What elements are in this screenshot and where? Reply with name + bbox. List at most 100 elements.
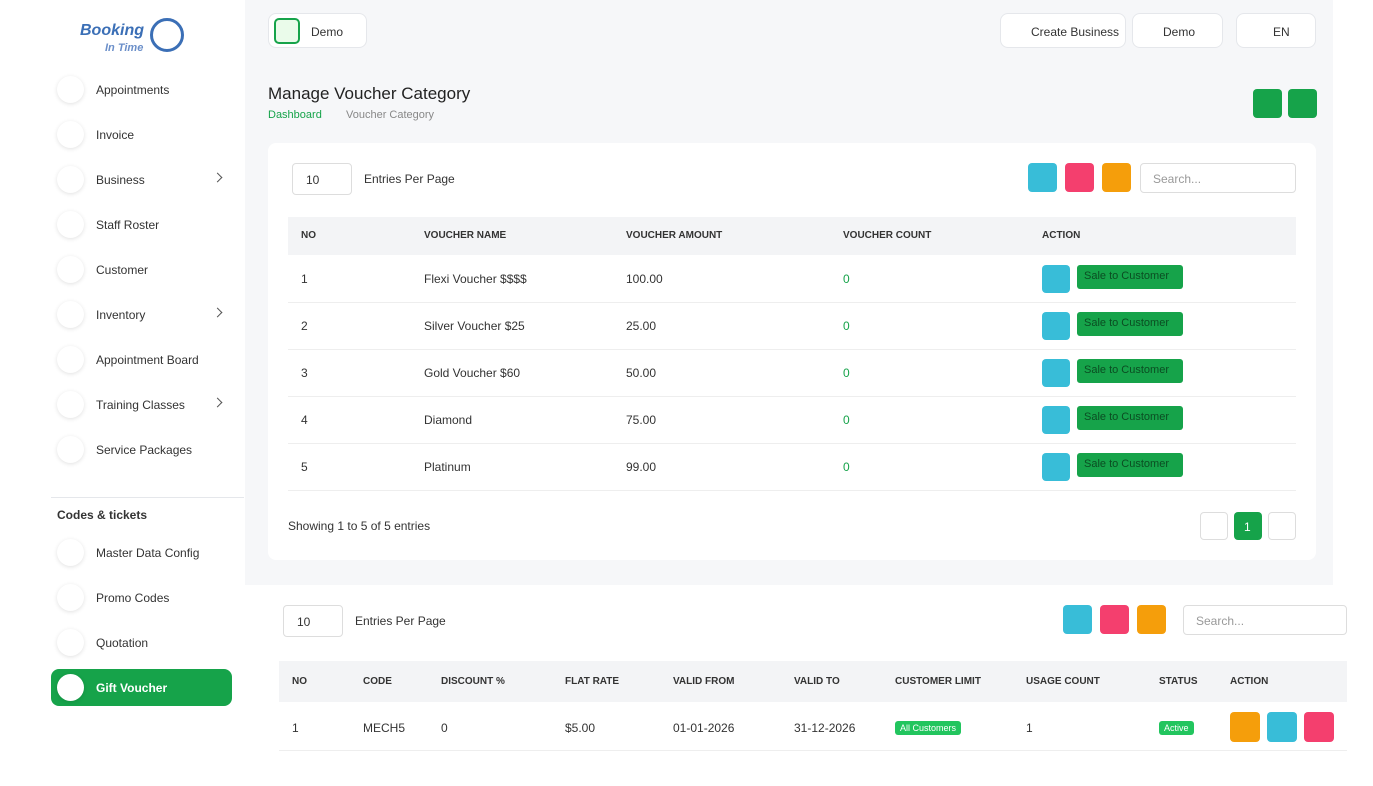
business-select-label: Demo: [311, 25, 344, 39]
page-size-select[interactable]: 10: [283, 605, 343, 637]
sidebar-icon: [57, 539, 84, 566]
download-button[interactable]: [1028, 163, 1057, 192]
table-cell: Platinum: [424, 460, 471, 474]
sidebar-item[interactable]: Appointment Board: [51, 341, 232, 378]
table-cell: 3: [301, 366, 308, 380]
page-number: 1: [1244, 520, 1251, 534]
sidebar-icon: [57, 391, 84, 418]
view-button[interactable]: [1230, 712, 1260, 742]
sidebar-icon: [57, 166, 84, 193]
table-cell: 0: [843, 319, 850, 333]
download-button[interactable]: [1063, 605, 1092, 634]
settings-button[interactable]: [1253, 89, 1282, 118]
sidebar-icon: [57, 256, 84, 283]
table-footer: Showing 1 to 5 of 5 entries: [288, 519, 431, 533]
table-cell: 0: [843, 460, 850, 474]
table-cell: 50.00: [626, 366, 657, 380]
table-cell: MECH5: [363, 721, 406, 735]
sidebar-item[interactable]: Business: [51, 161, 232, 198]
table-cell: 0: [843, 413, 850, 427]
row-divider: [288, 302, 1296, 303]
search-input[interactable]: Search...: [1183, 605, 1347, 635]
sidebar-icon: [57, 211, 84, 238]
sidebar-item[interactable]: Training Classes: [51, 386, 232, 423]
sale-button[interactable]: Sale to Customer: [1077, 453, 1183, 477]
next-page[interactable]: [1268, 512, 1296, 540]
edit-button[interactable]: [1042, 312, 1070, 340]
sidebar-item[interactable]: Inventory: [51, 296, 232, 333]
sidebar-item[interactable]: Appointments: [51, 71, 232, 108]
sidebar-item[interactable]: Customer: [51, 251, 232, 288]
table-cell: 1: [292, 721, 299, 735]
table-cell: 0: [843, 272, 850, 286]
sidebar-item[interactable]: Master Data Config: [51, 534, 232, 571]
row-divider: [288, 490, 1296, 491]
sidebar-label: Gift Voucher: [96, 681, 168, 695]
sale-button[interactable]: Sale to Customer: [1077, 265, 1183, 289]
column-header: STATUS: [1159, 676, 1198, 687]
page-button[interactable]: 1: [1234, 512, 1262, 540]
table-header: [288, 217, 1296, 255]
sidebar-item[interactable]: Invoice: [51, 116, 232, 153]
sidebar-label: Appointment Board: [96, 353, 199, 367]
sidebar-item[interactable]: Promo Codes: [51, 579, 232, 616]
entries-label: Entries Per Page: [355, 614, 446, 628]
sale-button[interactable]: Sale to Customer: [1077, 359, 1183, 383]
table-cell: 31-12-2026: [794, 721, 856, 735]
search-input[interactable]: Search...: [1140, 163, 1296, 193]
table-cell: 5: [301, 460, 308, 474]
sale-button-label: Sale to Customer: [1084, 317, 1169, 329]
refresh-button[interactable]: [1102, 163, 1131, 192]
sidebar-item[interactable]: Service Packages: [51, 431, 232, 468]
reset-button[interactable]: [1065, 163, 1094, 192]
sale-button[interactable]: Sale to Customer: [1077, 312, 1183, 336]
sidebar-item[interactable]: Staff Roster: [51, 206, 232, 243]
table-cell: 2: [301, 319, 308, 333]
workspace-select[interactable]: Demo: [1132, 13, 1223, 48]
add-button[interactable]: [1288, 89, 1317, 118]
column-header: USAGE COUNT: [1026, 676, 1100, 687]
delete-button[interactable]: [1304, 712, 1334, 742]
edit-button[interactable]: [1267, 712, 1297, 742]
table-cell: 4: [301, 413, 308, 427]
logo-subtext: In Time: [105, 42, 144, 54]
table-cell: 25.00: [626, 319, 657, 333]
sale-button-label: Sale to Customer: [1084, 364, 1169, 376]
column-header: NO: [292, 676, 307, 687]
page-size-select[interactable]: 10: [292, 163, 352, 195]
table-cell: 1: [301, 272, 308, 286]
create-business-button[interactable]: Create Business: [1000, 13, 1126, 48]
edit-button[interactable]: [1042, 265, 1070, 293]
status-badge: Active: [1159, 721, 1194, 735]
refresh-button[interactable]: [1137, 605, 1166, 634]
column-header: FLAT RATE: [565, 676, 620, 687]
sidebar-icon: [57, 301, 84, 328]
column-header: CUSTOMER LIMIT: [895, 676, 981, 687]
column-header: ACTION: [1230, 676, 1269, 687]
sidebar-label: Inventory: [96, 308, 146, 322]
sale-button-label: Sale to Customer: [1084, 411, 1169, 423]
table-cell: Flexi Voucher $$$$: [424, 272, 527, 286]
prev-page[interactable]: [1200, 512, 1228, 540]
voucher-category-card: 10 Entries Per Page Search... NO VOUCHER NAM…: [268, 143, 1316, 560]
sale-button[interactable]: Sale to Customer: [1077, 406, 1183, 430]
sidebar-label: Business: [96, 173, 145, 187]
logo-text: Booking: [80, 22, 144, 39]
sidebar-item[interactable]: Gift Voucher: [51, 669, 232, 706]
business-select[interactable]: Demo: [268, 13, 367, 48]
edit-button[interactable]: [1042, 359, 1070, 387]
edit-button[interactable]: [1042, 453, 1070, 481]
column-header: VALID TO: [794, 676, 840, 687]
language-select[interactable]: EN: [1236, 13, 1316, 48]
sidebar-label: Invoice: [96, 128, 135, 142]
sidebar-label: Customer: [96, 263, 149, 277]
table-cell: 0: [441, 721, 448, 735]
sidebar-item[interactable]: Quotation: [51, 624, 232, 661]
table-cell: 0: [843, 366, 850, 380]
edit-button[interactable]: [1042, 406, 1070, 434]
breadcrumb-link[interactable]: Dashboard: [268, 109, 322, 121]
sidebar-icon: [57, 76, 84, 103]
reset-button[interactable]: [1100, 605, 1129, 634]
sidebar-icon: [57, 674, 84, 701]
